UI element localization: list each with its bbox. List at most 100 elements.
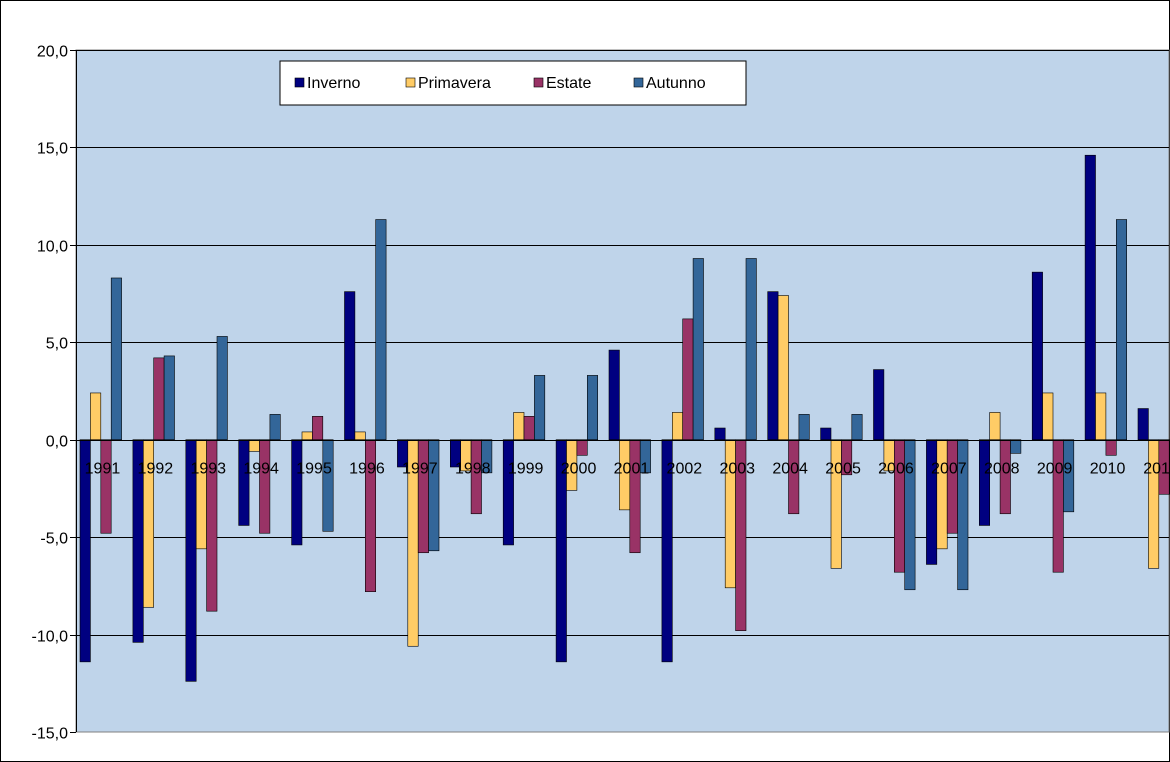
- y-tick-label: 10,0: [37, 239, 68, 256]
- bar-inverno-1999: [502, 439, 514, 546]
- bar-autunno-2004: [798, 414, 810, 441]
- bar-inverno-1993: [185, 439, 197, 682]
- bar-inverno-2006: [873, 369, 885, 441]
- bar-autunno-2002: [692, 258, 704, 441]
- bar-inverno-2005: [820, 427, 832, 441]
- bar-primavera-1994: [248, 439, 260, 452]
- bar-estate-1998: [470, 439, 482, 515]
- bar-primavera-2005: [830, 439, 842, 569]
- bar-inverno-2008: [978, 439, 990, 526]
- bar-primavera-2000: [566, 439, 578, 491]
- bars: [79, 154, 1170, 682]
- bar-autunno-2009: [1063, 439, 1075, 513]
- bar-inverno-2007: [926, 439, 938, 565]
- x-tick-label: 2000: [561, 461, 597, 478]
- bar-inverno-2001: [608, 349, 620, 441]
- bar-inverno-2000: [555, 439, 567, 663]
- legend: Inverno Primavera Estate Autunno: [279, 60, 747, 106]
- legend-swatch-estate: [533, 77, 544, 88]
- x-tick-label: 2010: [1090, 461, 1126, 478]
- bar-estate-1997: [417, 439, 429, 554]
- bar-autunno-2007: [957, 439, 969, 591]
- legend-swatch-inverno: [294, 77, 305, 88]
- bar-autunno-1993: [216, 336, 228, 441]
- bar-estate-2000: [576, 439, 588, 456]
- legend-swatch-primavera: [405, 77, 416, 88]
- bar-estate-2011: [1158, 439, 1170, 495]
- bar-autunno-2001: [639, 439, 651, 474]
- x-tick-label: 2009: [1037, 461, 1073, 478]
- x-tick-label: 2003: [719, 461, 755, 478]
- x-tick-label: 2005: [825, 461, 861, 478]
- bar-primavera-1992: [143, 439, 155, 608]
- x-tick-label: 2007: [931, 461, 967, 478]
- x-tick-label: 1993: [190, 461, 226, 478]
- bar-estate-2005: [841, 439, 853, 476]
- bar-autunno-1996: [375, 219, 387, 441]
- bar-estate-1996: [364, 439, 376, 593]
- bar-primavera-2008: [989, 412, 1001, 441]
- y-tick-label: -15,0: [32, 726, 69, 743]
- bar-primavera-1993: [195, 439, 207, 550]
- bar-estate-1991: [100, 439, 112, 534]
- bar-estate-1992: [153, 357, 165, 441]
- bar-primavera-2004: [777, 295, 789, 441]
- bar-autunno-1998: [481, 439, 493, 474]
- bar-autunno-2008: [1010, 439, 1022, 454]
- x-tick-label: 1997: [402, 461, 438, 478]
- bar-inverno-1994: [238, 439, 250, 526]
- x-tick-label: 1996: [349, 461, 385, 478]
- bar-estate-2006: [893, 439, 905, 573]
- bar-autunno-2003: [745, 258, 757, 441]
- bar-autunno-1994: [269, 414, 281, 441]
- bar-inverno-1995: [291, 439, 303, 546]
- x-tick-label: 2011: [1143, 461, 1170, 478]
- y-tick-label: -5,0: [40, 531, 68, 548]
- bar-inverno-1996: [344, 291, 356, 441]
- bar-estate-2008: [999, 439, 1011, 515]
- x-tick-label: 1999: [508, 461, 544, 478]
- plot-area: -15,0 -10,0 -5,0 0,0 5,0 10,0 15,0 20,0 1991 1992…: [32, 44, 1170, 743]
- bar-primavera-1996: [354, 431, 366, 441]
- y-tick-label: 5,0: [46, 336, 68, 353]
- bar-inverno-2010: [1084, 154, 1096, 441]
- x-tick-label: 1998: [455, 461, 491, 478]
- bar-inverno-2003: [714, 427, 726, 441]
- bar-estate-2003: [735, 439, 747, 631]
- plot-background: [75, 49, 1170, 733]
- x-tick-label: 2004: [772, 461, 808, 478]
- legend-label-autunno: Autunno: [646, 75, 706, 92]
- bar-estate-2004: [788, 439, 800, 515]
- x-tick-label: 2002: [667, 461, 703, 478]
- x-tick-label: 1992: [138, 461, 174, 478]
- legend-label-estate: Estate: [546, 75, 591, 92]
- bar-primavera-1991: [90, 392, 102, 441]
- x-tick-label: 2006: [878, 461, 914, 478]
- bar-inverno-2009: [1031, 271, 1043, 441]
- bar-primavera-1995: [301, 431, 313, 441]
- bar-inverno-1991: [79, 439, 91, 663]
- bar-estate-1993: [206, 439, 218, 612]
- x-tick-label: 1994: [243, 461, 279, 478]
- y-tick-label: -10,0: [32, 629, 69, 646]
- bar-primavera-2002: [671, 412, 683, 441]
- bar-inverno-2004: [767, 291, 779, 441]
- y-tick-label: 15,0: [37, 141, 68, 158]
- y-tick-label: 0,0: [46, 434, 68, 451]
- bar-primavera-2011: [1148, 439, 1160, 569]
- bar-estate-2010: [1105, 439, 1117, 456]
- bar-estate-2001: [629, 439, 641, 554]
- bar-primavera-1999: [513, 412, 525, 441]
- bar-autunno-2006: [904, 439, 916, 591]
- bar-autunno-2005: [851, 414, 863, 441]
- legend-label-inverno: Inverno: [307, 75, 360, 92]
- bar-estate-2009: [1052, 439, 1064, 573]
- bar-autunno-1992: [163, 355, 175, 441]
- x-tick-label: 1991: [85, 461, 121, 478]
- bar-autunno-2010: [1116, 219, 1128, 441]
- bar-autunno-1997: [428, 439, 440, 552]
- bar-autunno-1991: [110, 277, 122, 441]
- bar-autunno-2000: [586, 375, 598, 441]
- bar-estate-2007: [946, 439, 958, 534]
